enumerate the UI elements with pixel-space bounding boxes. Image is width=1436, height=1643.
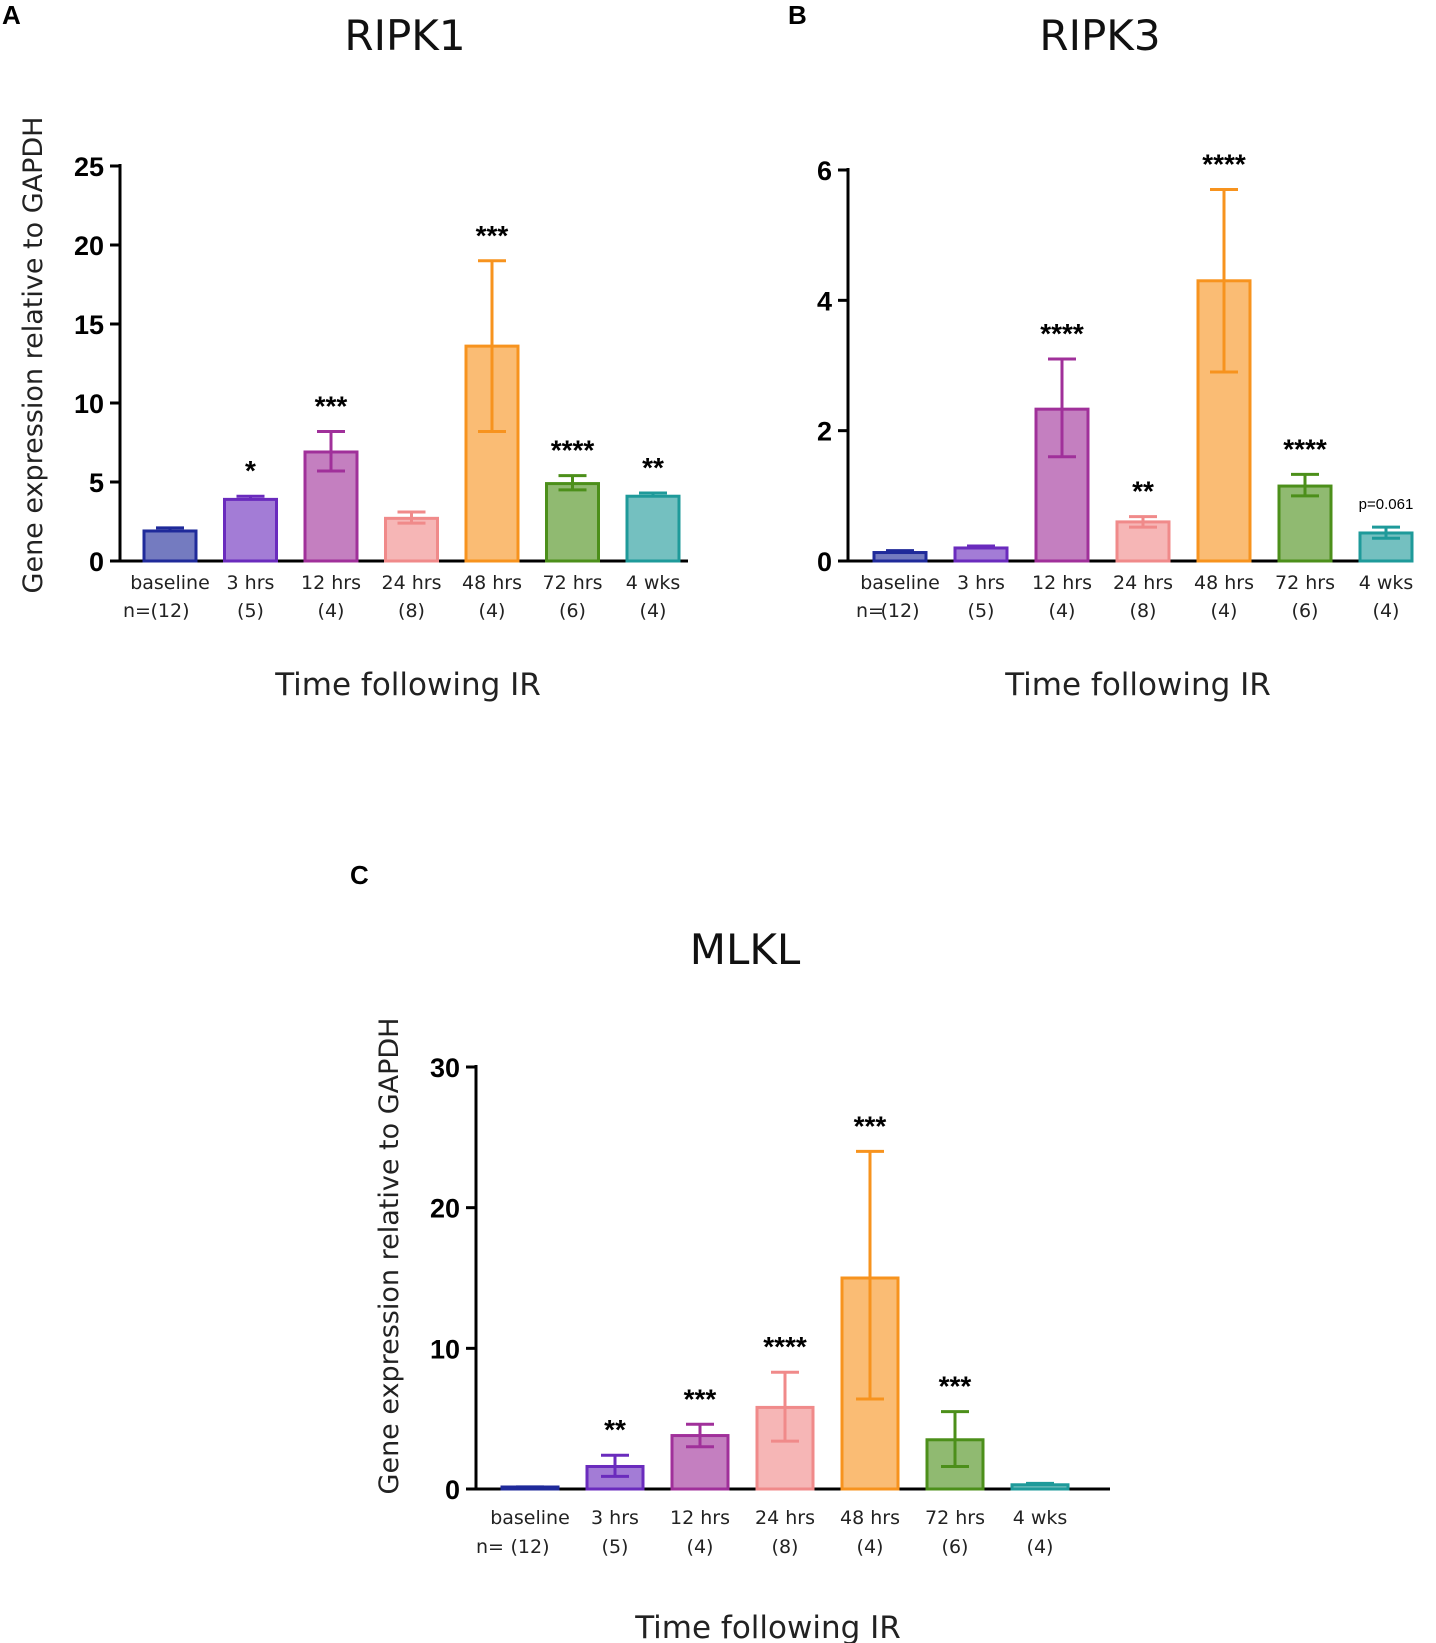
- ripk1-plot: 0 5 10 15 20 25 n= baseline (12) * 3 hrs (5) *** 12 h…: [74, 152, 688, 622]
- ripk3-y-tick-label: 0: [817, 547, 832, 577]
- mlkl-category-label-baseline: baseline: [490, 1507, 570, 1529]
- ripk1-n-prefix: n=: [123, 600, 151, 622]
- mlkl-title: MLKL: [690, 925, 801, 974]
- mlkl-category-label-24-hrs: 24 hrs: [755, 1507, 815, 1529]
- ripk3-bar-3-hrs: [953, 546, 1009, 563]
- mlkl-category-label-48-hrs: 48 hrs: [840, 1507, 900, 1529]
- ripk1-y-tick-label: 20: [74, 231, 104, 261]
- ripk1-x-axis-label: Time following IR: [274, 667, 541, 703]
- ripk1-y-tick-label: 0: [89, 547, 104, 577]
- mlkl-n-label-4-wks: (4): [1027, 1536, 1054, 1558]
- mlkl-plot: 0 10 20 30 n= baseline (12) ** 3 hrs (5) *** 12 hrs…: [430, 1053, 1110, 1558]
- mlkl-n-label-baseline: (12): [510, 1536, 549, 1558]
- ripk3-category-label-48-hrs: 48 hrs: [1194, 572, 1254, 594]
- ripk3-category-label-24-hrs: 24 hrs: [1113, 572, 1173, 594]
- ripk3-plot: 0 2 4 6 n= baseline (12) 3 hrs (5) **** 12 hrs (4) *…: [817, 149, 1414, 622]
- mlkl-significance-48-hrs: ***: [854, 1110, 887, 1141]
- mlkl-y-tick-label: 30: [430, 1053, 460, 1083]
- ripk3-category-label-72-hrs: 72 hrs: [1275, 572, 1335, 594]
- ripk3-n-label-48-hrs: (4): [1211, 600, 1238, 622]
- ripk3-n-label-12-hrs: (4): [1049, 600, 1076, 622]
- mlkl-significance-24-hrs: ****: [763, 1331, 807, 1362]
- ripk1-title: RIPK1: [344, 11, 465, 60]
- ripk1-bar-baseline: [142, 529, 198, 563]
- ripk3-significance-72-hrs: ****: [1283, 433, 1327, 464]
- ripk1-significance-12-hrs: ***: [315, 390, 348, 421]
- ripk1-significance-3-hrs: *: [245, 455, 256, 486]
- ripk3-n-label-72-hrs: (6): [1292, 600, 1319, 622]
- mlkl-significance-12-hrs: ***: [684, 1383, 717, 1414]
- mlkl-y-tick-label: 20: [430, 1194, 460, 1224]
- ripk1-y-tick-label: 15: [74, 310, 104, 340]
- ripk1-n-label-24-hrs: (8): [398, 600, 425, 622]
- ripk1-y-tick-label: 25: [74, 152, 104, 182]
- ripk3-n-label-3-hrs: (5): [968, 600, 995, 622]
- mlkl-y-axis-label: Gene expression relative to GAPDH: [374, 1018, 405, 1495]
- ripk1-category-label-3-hrs: 3 hrs: [227, 572, 275, 594]
- mlkl-category-label-12-hrs: 12 hrs: [670, 1507, 730, 1529]
- mlkl-category-label-72-hrs: 72 hrs: [925, 1507, 985, 1529]
- ripk1-category-label-24-hrs: 24 hrs: [382, 572, 442, 594]
- ripk1-n-label-48-hrs: (4): [479, 600, 506, 622]
- mlkl-y-tick-label: 10: [430, 1334, 460, 1364]
- ripk1-n-label-4-wks: (4): [640, 600, 667, 622]
- ripk3-category-label-12-hrs: 12 hrs: [1032, 572, 1092, 594]
- mlkl-category-label-3-hrs: 3 hrs: [591, 1507, 639, 1529]
- ripk3-y-tick-label: 6: [817, 156, 832, 186]
- mlkl-y-tick-label: 0: [445, 1475, 460, 1505]
- ripk3-x-axis-label: Time following IR: [1004, 667, 1271, 703]
- ripk1-bar-72-hrs: [545, 482, 600, 563]
- mlkl-bar-4-wks: [1010, 1483, 1070, 1491]
- ripk1-category-label-baseline: baseline: [130, 572, 210, 594]
- ripk3-n-label-24-hrs: (8): [1130, 600, 1157, 622]
- ripk1-bar-24-hrs: [384, 516, 439, 563]
- ripk1-category-label-72-hrs: 72 hrs: [543, 572, 603, 594]
- mlkl-n-prefix: n=: [476, 1536, 504, 1558]
- mlkl-significance-3-hrs: **: [604, 1414, 626, 1445]
- ripk3-category-label-baseline: baseline: [860, 572, 940, 594]
- mlkl-bar-12-hrs: [670, 1434, 730, 1491]
- ripk3-significance-24-hrs: **: [1132, 476, 1154, 507]
- ripk3-n-prefix: n=: [856, 600, 884, 622]
- mlkl-n-label-72-hrs: (6): [942, 1536, 969, 1558]
- ripk3-y-tick-label: 2: [817, 417, 832, 447]
- mlkl-category-label-4-wks: 4 wks: [1013, 1507, 1068, 1529]
- ripk1-y-tick-label: 5: [89, 468, 104, 498]
- ripk3-significance-4-wks: p=0.061: [1359, 496, 1414, 513]
- ripk3-title: RIPK3: [1039, 11, 1160, 60]
- ripk1-n-label-12-hrs: (4): [318, 600, 345, 622]
- ripk3-category-label-3-hrs: 3 hrs: [957, 572, 1005, 594]
- ripk3-bar-baseline: [872, 551, 928, 563]
- ripk1-category-label-48-hrs: 48 hrs: [462, 572, 522, 594]
- ripk1-significance-4-wks: **: [642, 452, 664, 483]
- mlkl-n-label-24-hrs: (8): [772, 1536, 799, 1558]
- ripk1-y-tick-label: 10: [74, 389, 104, 419]
- panel-letter-b: B: [788, 0, 807, 30]
- ripk1-n-label-baseline: (12): [150, 600, 189, 622]
- ripk3-n-label-4-wks: (4): [1373, 600, 1400, 622]
- ripk3-significance-48-hrs: ****: [1202, 149, 1246, 180]
- ripk3-significance-12-hrs: ****: [1040, 318, 1084, 349]
- ripk3-n-label-baseline: (12): [880, 600, 919, 622]
- mlkl-n-label-48-hrs: (4): [857, 1536, 884, 1558]
- ripk1-significance-72-hrs: ****: [551, 435, 595, 466]
- mlkl-n-label-12-hrs: (4): [687, 1536, 714, 1558]
- mlkl-significance-72-hrs: ***: [939, 1371, 972, 1402]
- ripk3-category-label-4-wks: 4 wks: [1359, 572, 1414, 594]
- mlkl-n-label-3-hrs: (5): [602, 1536, 629, 1558]
- ripk3-y-tick-label: 4: [817, 286, 832, 316]
- ripk1-bar-3-hrs: [223, 497, 278, 563]
- panel-letter-c: C: [350, 860, 369, 890]
- ripk1-significance-48-hrs: ***: [476, 220, 509, 251]
- mlkl-x-axis-label: Time following IR: [634, 1610, 901, 1643]
- ripk1-n-label-3-hrs: (5): [237, 600, 264, 622]
- ripk1-bar-4-wks: [625, 494, 681, 563]
- ripk1-y-axis-label: Gene expression relative to GAPDH: [18, 117, 49, 594]
- panel-letter-a: A: [2, 0, 21, 30]
- ripk1-category-label-4-wks: 4 wks: [626, 572, 681, 594]
- ripk1-category-label-12-hrs: 12 hrs: [301, 572, 361, 594]
- ripk1-n-label-72-hrs: (6): [559, 600, 586, 622]
